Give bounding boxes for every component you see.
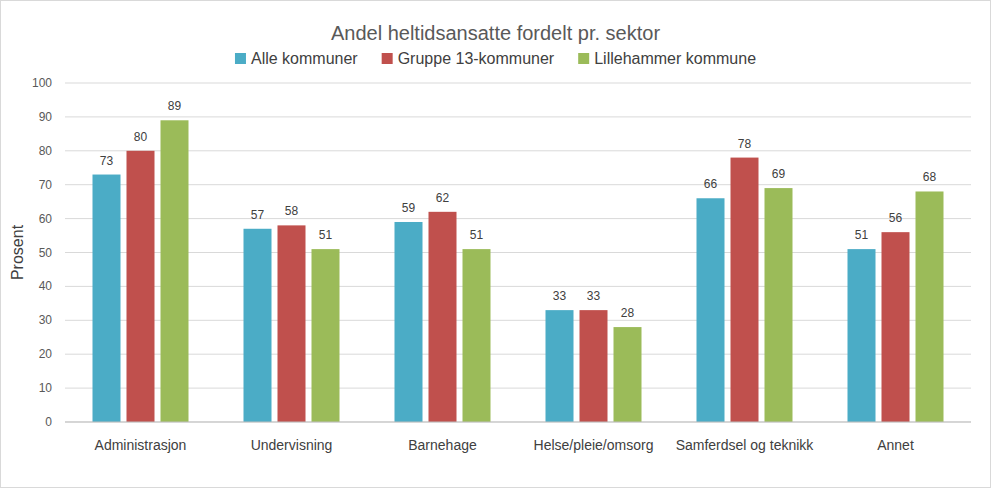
- chart-container: Andel heltidsansatte fordelt pr. sektor P…: [0, 0, 991, 488]
- bars: [93, 120, 944, 422]
- chart-svg: Andel heltidsansatte fordelt pr. sektor P…: [0, 0, 991, 488]
- x-tick-label: Undervisning: [251, 437, 333, 453]
- data-label: 51: [319, 228, 333, 242]
- bar: [395, 222, 423, 422]
- data-label: 69: [772, 167, 786, 181]
- bar: [916, 191, 944, 422]
- data-label: 33: [587, 289, 601, 303]
- y-tick-label: 90: [39, 110, 53, 124]
- data-label: 28: [621, 306, 635, 320]
- data-label: 73: [100, 154, 114, 168]
- data-label: 89: [168, 99, 182, 113]
- data-label: 56: [889, 211, 903, 225]
- data-label: 59: [402, 201, 416, 215]
- legend-swatch: [578, 53, 589, 64]
- grid-line: [65, 252, 971, 253]
- bar: [463, 249, 491, 422]
- bar: [580, 310, 608, 422]
- legend-swatch: [382, 53, 393, 64]
- grid-line: [65, 422, 971, 423]
- data-label: 33: [553, 289, 567, 303]
- data-label: 78: [738, 137, 752, 151]
- grid-line: [65, 354, 971, 355]
- bar: [127, 151, 155, 422]
- y-tick-label: 40: [39, 279, 53, 293]
- title: Andel heltidsansatte fordelt pr. sektor: [331, 22, 660, 44]
- x-tick-label: Administrasjon: [95, 437, 187, 453]
- data-label: 58: [285, 204, 299, 218]
- grid-line: [65, 150, 971, 151]
- y-tick-label: 80: [39, 144, 53, 158]
- data-label: 62: [436, 191, 450, 205]
- grid-line: [65, 218, 971, 219]
- bar: [278, 225, 306, 422]
- grid-line: [65, 286, 971, 287]
- grid-line: [65, 83, 971, 84]
- bar: [731, 158, 759, 422]
- x-tick-label: Barnehage: [408, 437, 477, 453]
- data-label: 51: [855, 228, 869, 242]
- legend-label: Gruppe 13-kommuner: [398, 50, 555, 67]
- y-axis-label: Prosent: [9, 224, 26, 280]
- grid-line: [65, 388, 971, 389]
- y-tick-label: 10: [39, 381, 53, 395]
- y-tick-label: 70: [39, 178, 53, 192]
- legend-label: Alle kommuner: [251, 50, 358, 67]
- bar: [161, 120, 189, 422]
- data-label: 68: [923, 170, 937, 184]
- data-labels: 73 80 89 57 58 51 59 62 51 33 33 28 66 78 69 51 56 68: [100, 99, 937, 320]
- bar: [244, 229, 272, 422]
- data-label: 57: [251, 208, 265, 222]
- legend: Alle kommuner Gruppe 13-kommuner Lillehamm…: [235, 50, 756, 67]
- y-tick-label: 20: [39, 347, 53, 361]
- bar: [765, 188, 793, 422]
- grid-line: [65, 116, 971, 117]
- y-tick-label: 0: [45, 415, 52, 429]
- y-tick-label: 100: [32, 76, 52, 90]
- data-label: 51: [470, 228, 484, 242]
- y-tick-label: 60: [39, 212, 53, 226]
- grid-line: [65, 184, 971, 185]
- background: [1, 1, 991, 488]
- bar: [93, 175, 121, 422]
- y-tick-label: 30: [39, 313, 53, 327]
- grid-line: [65, 320, 971, 321]
- legend-swatch: [235, 53, 246, 64]
- bar: [882, 232, 910, 422]
- bar: [429, 212, 457, 422]
- bar: [697, 198, 725, 422]
- legend-label: Lillehammer kommune: [594, 50, 756, 67]
- bar: [546, 310, 574, 422]
- x-axis-line: [65, 422, 971, 423]
- data-label: 80: [134, 130, 148, 144]
- bar: [848, 249, 876, 422]
- x-tick-label: Samferdsel og teknikk: [676, 437, 815, 453]
- bar: [614, 327, 642, 422]
- bar: [312, 249, 340, 422]
- x-tick-label: Annet: [877, 437, 914, 453]
- y-tick-label: 50: [39, 246, 53, 260]
- data-label: 66: [704, 177, 718, 191]
- x-tick-label: Helse/pleie/omsorg: [534, 437, 654, 453]
